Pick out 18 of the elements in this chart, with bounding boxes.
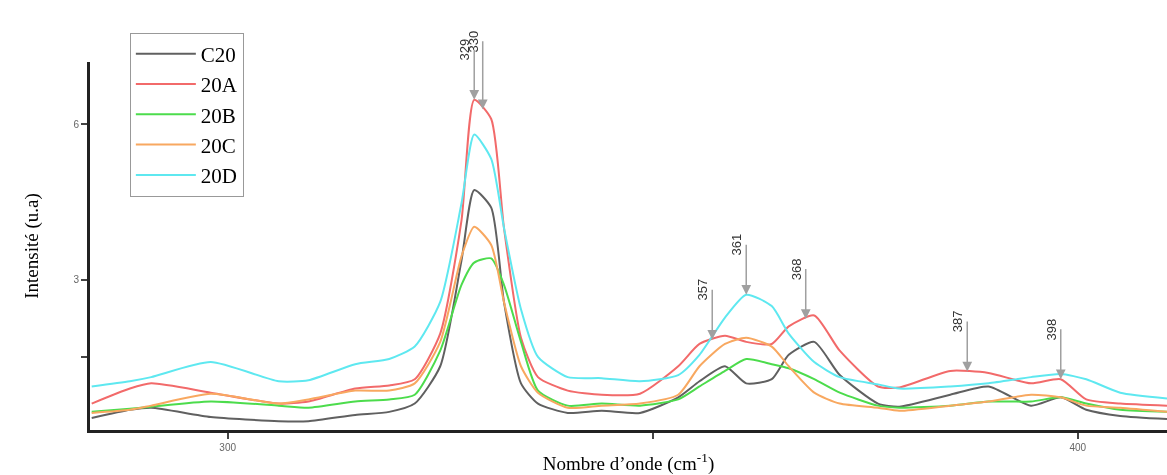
annotation: 368: [789, 258, 805, 281]
x-axis-title: Nombre d’onde (cm$^{-1}$): [542, 450, 715, 475]
annotation: 357: [694, 278, 710, 301]
x-tick-label: 400: [1069, 442, 1087, 453]
line-series: [90, 189, 1167, 423]
annotation: 398: [1044, 318, 1060, 341]
legend-label: 20C: [200, 133, 236, 158]
legend-label: 20B: [200, 103, 236, 128]
legend-label: C20: [200, 42, 236, 67]
annotation: 387: [950, 310, 966, 333]
y-tick-label: 3: [73, 274, 80, 286]
y-tick-label: 6: [73, 118, 80, 130]
annotation: 361: [729, 233, 745, 256]
line-series: [90, 225, 1167, 414]
legend-label: 20A: [200, 73, 238, 98]
y-axis-title: Intensité (u.a): [21, 193, 44, 299]
legend-label: 20D: [200, 164, 238, 189]
x-tick-label: 300: [219, 442, 237, 453]
